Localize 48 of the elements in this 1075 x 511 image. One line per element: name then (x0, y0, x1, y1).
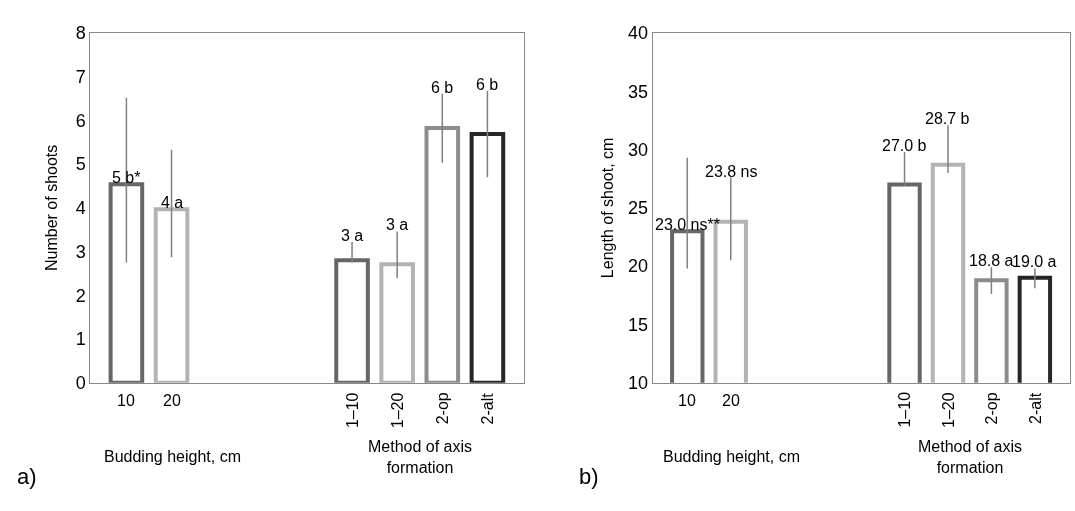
text: b) (579, 464, 599, 489)
x-tick-label: 2-alt (479, 392, 497, 425)
y-axis-title: Length of shoot, cm (598, 137, 616, 279)
x-tick-label: 2-alt (1026, 392, 1044, 424)
x-tick-label: 2-op (983, 392, 1001, 425)
y-tick-label: 10 (627, 372, 648, 393)
text: Budding height, cm (104, 448, 241, 465)
y-tick-label: 7 (75, 67, 86, 88)
y-tick-label: 30 (627, 139, 648, 160)
data-label: 5 b* (112, 169, 141, 186)
x-tick-label: 1–20 (939, 392, 957, 429)
data-label: 28.7 b (925, 110, 970, 127)
x-tick-label: 1–10 (896, 391, 914, 428)
data-label: 23.0 ns** (655, 216, 720, 233)
data-label: 3 a (386, 216, 409, 233)
y-tick-label: 20 (627, 256, 648, 277)
y-tick-label: 2 (75, 285, 86, 306)
x-tick-label: 10 (117, 392, 135, 409)
data-label: 6 b (431, 79, 454, 96)
y-tick-label: 6 (75, 110, 86, 131)
x-tick-label: 1–20 (389, 392, 407, 429)
text: Method of axis formation (918, 438, 1023, 476)
x-tick-label: 1–10 (344, 392, 362, 429)
y-axis-title: Number of shoots (42, 144, 60, 272)
text: Budding height, cm (663, 448, 800, 465)
data-label: 4 a (161, 194, 184, 211)
y-tick-label: 1 (75, 329, 86, 350)
y-tick-label: 4 (75, 198, 86, 219)
data-label: 23.8 ns (705, 163, 758, 180)
y-tick-label: 15 (627, 314, 648, 335)
x-tick-label: 2-op (434, 392, 452, 425)
x-tick-label: 20 (163, 392, 181, 409)
data-label: 6 b (476, 76, 499, 93)
y-tick-label: 40 (627, 23, 648, 44)
data-label: 19.0 a (1012, 253, 1057, 270)
y-tick-label: 8 (75, 23, 86, 44)
text: a) (17, 464, 37, 489)
x-tick-label: 20 (722, 392, 740, 409)
y-tick-label: 25 (627, 198, 648, 219)
x-tick-label: 10 (678, 392, 696, 409)
text: Method of axis formation (368, 438, 473, 476)
y-tick-label: 5 (75, 154, 86, 175)
y-tick-label: 0 (75, 372, 86, 393)
y-tick-label: 35 (627, 81, 648, 102)
data-label: 3 a (341, 227, 364, 244)
y-tick-label: 3 (75, 241, 86, 262)
data-label: 27.0 b (882, 137, 927, 154)
data-label: 18.8 a (969, 252, 1014, 269)
